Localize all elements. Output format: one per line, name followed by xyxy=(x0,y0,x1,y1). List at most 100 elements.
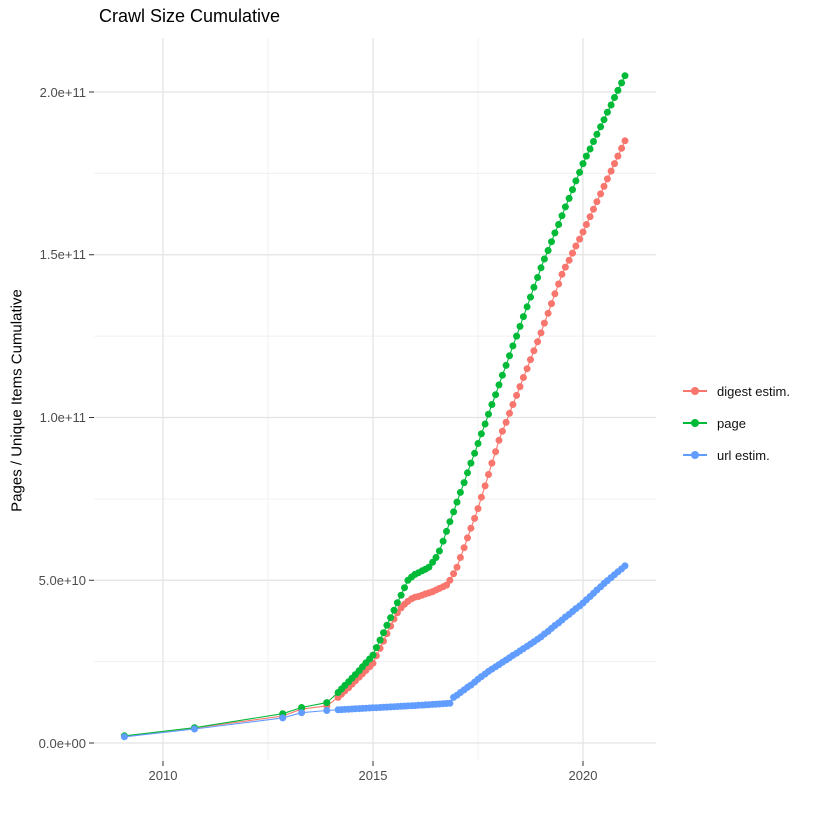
data-point xyxy=(506,352,513,360)
legend-item-label: digest estim. xyxy=(717,383,790,399)
data-point xyxy=(579,228,587,236)
data-point xyxy=(450,570,458,578)
data-point xyxy=(516,322,524,330)
data-point xyxy=(548,300,555,308)
x-tick-label: 2010 xyxy=(148,768,178,783)
data-point xyxy=(387,614,395,622)
data-point xyxy=(502,418,510,426)
data-point xyxy=(582,221,590,228)
data-point xyxy=(519,374,527,381)
axis-tick-marks xyxy=(89,91,584,766)
y-tick-label: 0.0e+00 xyxy=(38,735,86,751)
data-point xyxy=(509,401,517,408)
data-point xyxy=(537,264,545,272)
data-point xyxy=(572,177,580,185)
data-point xyxy=(393,599,401,607)
data-point xyxy=(603,175,611,183)
y-tick-label: 2.0e+11 xyxy=(39,84,86,100)
data-point xyxy=(474,505,482,513)
data-point xyxy=(481,482,489,490)
legend-item: url estim. xyxy=(683,445,790,465)
data-point xyxy=(565,194,573,202)
data-point xyxy=(376,636,384,644)
data-point xyxy=(498,427,506,435)
data-point xyxy=(597,190,605,198)
data-point xyxy=(369,651,377,659)
data-point xyxy=(530,347,538,355)
data-point xyxy=(544,309,552,317)
data-point xyxy=(464,469,471,477)
data-point xyxy=(551,290,559,298)
data-point xyxy=(593,130,601,138)
data-point xyxy=(397,591,405,599)
data-point xyxy=(383,621,391,629)
data-point xyxy=(614,152,622,160)
data-point xyxy=(551,229,559,237)
data-point xyxy=(477,493,485,501)
data-point xyxy=(453,563,461,571)
gridlines-major xyxy=(94,38,656,761)
data-point xyxy=(372,644,380,652)
series-page xyxy=(120,72,629,740)
data-point xyxy=(279,714,287,722)
data-point xyxy=(474,440,482,447)
data-point xyxy=(492,391,500,399)
data-point xyxy=(561,263,569,271)
data-point xyxy=(435,547,443,555)
data-point xyxy=(600,182,608,190)
data-point xyxy=(453,498,461,506)
data-point xyxy=(443,527,450,535)
data-point xyxy=(467,459,475,467)
data-point xyxy=(513,332,521,340)
data-point xyxy=(607,167,615,175)
data-point xyxy=(432,554,440,561)
legend-item-label: page xyxy=(717,415,746,431)
data-point xyxy=(590,205,597,213)
data-point xyxy=(621,72,629,80)
data-point xyxy=(488,459,496,467)
data-point xyxy=(495,436,503,444)
data-point xyxy=(548,238,555,246)
data-point xyxy=(537,329,545,337)
data-point xyxy=(569,186,576,194)
data-point xyxy=(576,235,584,243)
data-point xyxy=(488,401,496,408)
data-point xyxy=(519,313,527,321)
data-point xyxy=(600,116,608,124)
data-point xyxy=(579,160,587,168)
data-point xyxy=(603,108,611,116)
data-point xyxy=(513,391,521,399)
data-point xyxy=(477,430,485,438)
legend: digest estim. page url estim. xyxy=(683,381,790,465)
data-point xyxy=(523,365,531,373)
x-tick-label: 2020 xyxy=(568,768,598,783)
data-point xyxy=(485,471,492,478)
data-point xyxy=(597,123,605,131)
data-point xyxy=(298,704,306,711)
data-point xyxy=(621,137,629,145)
y-tick-label: 1.0e+11 xyxy=(39,410,86,425)
data-point xyxy=(464,534,471,542)
data-point xyxy=(471,514,479,522)
data-point xyxy=(611,160,618,168)
data-point xyxy=(516,383,524,391)
data-point xyxy=(621,562,629,570)
data-point xyxy=(401,584,408,592)
data-point xyxy=(380,629,387,637)
data-point xyxy=(576,168,584,176)
data-point xyxy=(460,479,468,487)
x-tick-label: 2015 xyxy=(358,768,388,783)
data-point xyxy=(614,86,622,94)
legend-item: page xyxy=(683,413,790,433)
y-tick-label: 1.5e+11 xyxy=(39,247,86,263)
data-point xyxy=(555,280,563,288)
legend-item: digest estim. xyxy=(683,381,790,401)
data-point xyxy=(439,537,447,545)
data-point xyxy=(456,554,464,561)
data-point xyxy=(527,293,534,301)
data-point xyxy=(565,256,573,264)
data-point xyxy=(558,212,566,220)
legend-item-label: url estim. xyxy=(717,447,770,463)
